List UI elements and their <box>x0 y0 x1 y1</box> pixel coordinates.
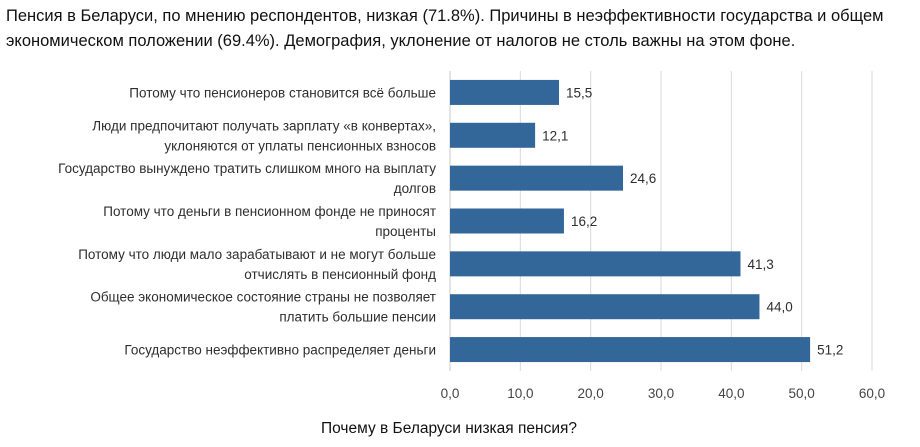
category-label: Государство вынуждено тратить слишком мн… <box>58 161 436 176</box>
category-label: Потому что деньги в пенсионном фонде не … <box>103 204 436 219</box>
category-label: платить большие пенсии <box>279 310 436 325</box>
category-label: Люди предпочитают получать зарплату «в к… <box>92 118 436 133</box>
category-label: Потому что люди мало зарабатывают и не м… <box>78 247 436 262</box>
bar <box>450 251 741 277</box>
bar <box>450 122 536 148</box>
x-tick-label: 20,0 <box>578 386 604 401</box>
gridlines <box>449 71 873 371</box>
chart-title: Почему в Беларуси низкая пенсия? <box>321 420 577 437</box>
category-label: уклоняются от уплаты пенсионных взносов <box>164 138 436 153</box>
bar <box>450 79 560 105</box>
data-label: 15,5 <box>566 85 592 100</box>
bar <box>450 294 760 320</box>
data-label: 41,3 <box>747 257 773 272</box>
bar <box>450 165 624 191</box>
bar <box>450 208 564 234</box>
bar <box>450 337 811 363</box>
category-labels: Потому что пенсионеров становится всё бо… <box>58 85 436 357</box>
data-label: 24,6 <box>630 171 656 186</box>
category-label: Потому что пенсионеров становится всё бо… <box>129 85 436 100</box>
x-tick-label: 50,0 <box>789 386 815 401</box>
x-tick-label: 30,0 <box>648 386 674 401</box>
x-axis-ticks: 0,0 10,0 20,0 30,0 40,0 50,0 60,0 <box>441 386 886 401</box>
x-tick-label: 60,0 <box>859 386 885 401</box>
category-label: проценты <box>375 224 436 239</box>
intro-text: Пенсия в Беларуси, по мнению респонденто… <box>6 7 884 50</box>
category-label: долгов <box>394 181 436 196</box>
data-label: 16,2 <box>571 214 597 229</box>
category-label: Государство неэффективно распределяет де… <box>124 343 436 358</box>
data-labels: 15,5 12,1 24,6 16,2 41,3 44,0 51,2 <box>542 85 843 357</box>
category-label: отчислять в пенсионный фонд <box>244 267 436 282</box>
data-label: 12,1 <box>542 128 568 143</box>
x-tick-label: 0,0 <box>441 386 460 401</box>
x-tick-label: 10,0 <box>507 386 533 401</box>
data-label: 51,2 <box>817 343 843 358</box>
bars <box>450 79 811 363</box>
data-label: 44,0 <box>766 300 792 315</box>
x-tick-label: 40,0 <box>718 386 744 401</box>
category-label: Общее экономическое состояние страны не … <box>90 290 436 305</box>
